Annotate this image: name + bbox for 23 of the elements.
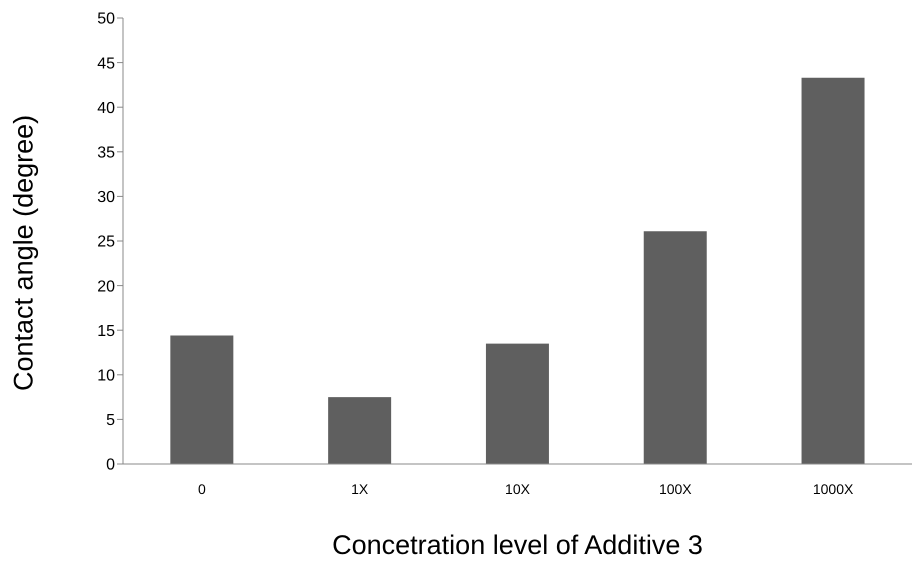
y-axis-title: Contact angle (degree) <box>8 114 39 391</box>
x-tick-label: 0 <box>198 480 206 497</box>
y-tick-label: 40 <box>97 100 116 117</box>
bar <box>328 397 392 464</box>
y-tick-label: 0 <box>106 456 116 474</box>
y-tick-label: 50 <box>97 10 116 28</box>
y-tick-label: 45 <box>97 55 116 72</box>
y-tick-label: 5 <box>106 412 116 430</box>
bar <box>644 231 707 464</box>
bar <box>486 344 549 464</box>
x-tick-label: 1X <box>351 480 369 497</box>
y-tick-label: 20 <box>97 278 116 296</box>
x-tick-label: 1000X <box>812 480 854 497</box>
bar <box>802 78 865 464</box>
bar <box>170 336 234 464</box>
y-tick-label: 15 <box>97 322 116 340</box>
x-tick-label: 100X <box>658 480 692 497</box>
y-tick-label: 30 <box>97 189 116 206</box>
x-axis-title: Concetration level of Additive 3 <box>332 530 703 560</box>
x-tick-label: 10X <box>505 480 531 497</box>
y-tick-label: 10 <box>97 367 116 384</box>
y-tick-label: 25 <box>97 234 116 251</box>
y-tick-label: 35 <box>97 144 116 162</box>
